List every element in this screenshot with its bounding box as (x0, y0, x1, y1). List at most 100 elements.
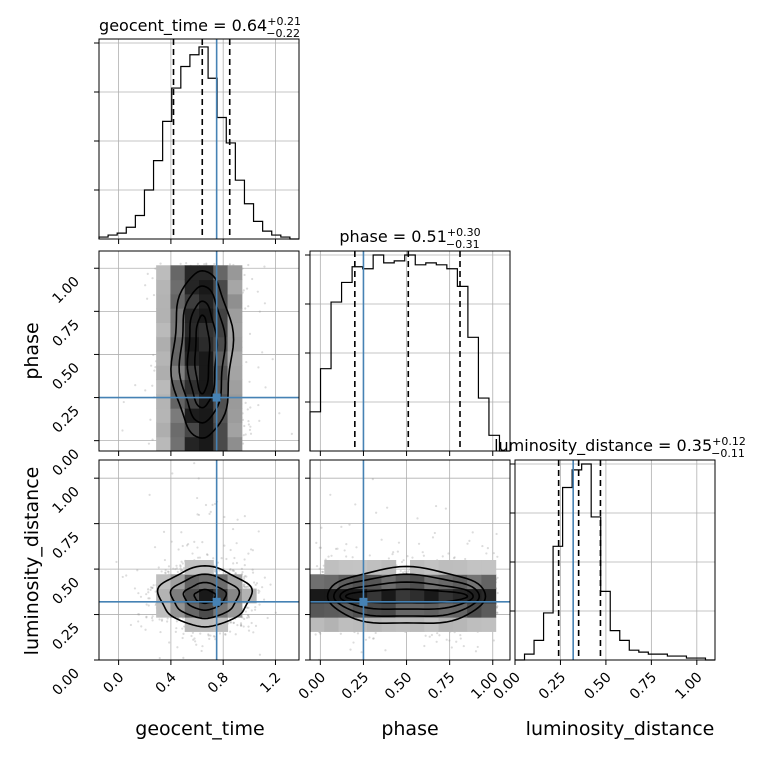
density-cell (424, 602, 440, 618)
sample-point (195, 643, 198, 646)
sample-point (243, 564, 246, 567)
sample-point (448, 639, 451, 642)
sample-point (145, 616, 148, 619)
sample-point (242, 434, 245, 437)
sample-point (244, 307, 247, 310)
density-cell (481, 617, 497, 632)
sample-point (144, 389, 147, 392)
sample-point (134, 384, 137, 387)
sample-point (257, 591, 260, 595)
contour-line (178, 285, 227, 424)
sample-point (375, 511, 378, 514)
sample-point (330, 554, 333, 557)
density-cell (338, 617, 354, 632)
density-cell (199, 560, 214, 575)
sample-point (391, 553, 394, 556)
density-cell (199, 574, 214, 590)
sample-point (240, 624, 243, 627)
sample-point (447, 552, 450, 555)
sample-point (209, 634, 212, 637)
sample-point (235, 561, 239, 565)
sample-point (157, 566, 160, 569)
sample-point (495, 532, 498, 536)
sample-point (455, 640, 458, 643)
sample-point (212, 634, 216, 638)
density-cell (310, 574, 325, 590)
sample-point (386, 506, 389, 509)
sample-point (205, 262, 208, 265)
density-cell (352, 560, 368, 575)
density-cell (227, 336, 243, 352)
density-cell (481, 560, 497, 575)
sample-point (181, 627, 184, 630)
sample-point (229, 620, 232, 624)
sample-point (345, 555, 348, 558)
density-cell (227, 265, 243, 281)
density-cell (395, 588, 411, 604)
sample-point (152, 293, 156, 297)
sample-point (247, 420, 250, 423)
sample-point (474, 650, 478, 653)
density-cell (199, 422, 214, 438)
sample-point (251, 277, 254, 281)
sample-point (370, 690, 372, 692)
sample-point (243, 515, 246, 518)
sample-point (223, 708, 225, 710)
sample-point (179, 564, 182, 567)
sample-point (258, 310, 261, 313)
sample-point (492, 639, 495, 642)
title-upper-error: +0.30 (447, 226, 481, 239)
sample-point (242, 585, 245, 588)
sample-point (485, 552, 488, 555)
sample-point (235, 542, 238, 545)
sample-point (315, 541, 318, 544)
sample-point (219, 664, 221, 666)
sample-point (167, 565, 171, 568)
y-tick-label: 0.50 (49, 575, 82, 608)
y-tick-label: 0.00 (49, 666, 82, 699)
sample-point (334, 547, 338, 550)
sample-point (182, 656, 185, 659)
sample-point (411, 556, 414, 559)
sample-point (179, 262, 182, 265)
sample-point (166, 620, 169, 623)
sample-point (481, 544, 484, 548)
sample-point (372, 637, 375, 640)
axes-frame (98, 250, 300, 452)
sample-point (368, 554, 371, 557)
y-tick-label: 1.00 (49, 484, 82, 517)
sample-point (193, 462, 196, 465)
sample-point (339, 632, 342, 635)
histogram-geocent_time (98, 46, 299, 240)
sample-point (150, 616, 154, 620)
sample-point (423, 644, 426, 648)
y-tick-label: 1.00 (49, 274, 82, 307)
sample-point (172, 567, 175, 570)
sample-point (243, 424, 246, 428)
sample-point (243, 585, 246, 588)
sample-point (150, 364, 153, 367)
sample-point (252, 631, 255, 634)
sample-point (129, 623, 133, 627)
sample-point (321, 570, 325, 574)
sample-point (160, 570, 163, 573)
sample-point (160, 618, 164, 621)
sample-point (182, 566, 186, 570)
sample-point (471, 531, 474, 534)
sample-point (336, 547, 339, 550)
density-cell (184, 293, 200, 309)
sample-point (180, 560, 183, 563)
sample-point (402, 571, 405, 574)
density-cell (381, 617, 397, 632)
sample-point (399, 569, 402, 573)
sample-point (424, 634, 427, 637)
sample-point (175, 564, 178, 567)
density-cell (424, 588, 440, 604)
sample-point (249, 425, 252, 428)
density-cell (381, 588, 397, 604)
density-cell (324, 560, 340, 575)
density-cell (156, 436, 171, 451)
truth-point (212, 393, 221, 402)
density-cell (395, 602, 411, 618)
truth-point (359, 597, 368, 606)
